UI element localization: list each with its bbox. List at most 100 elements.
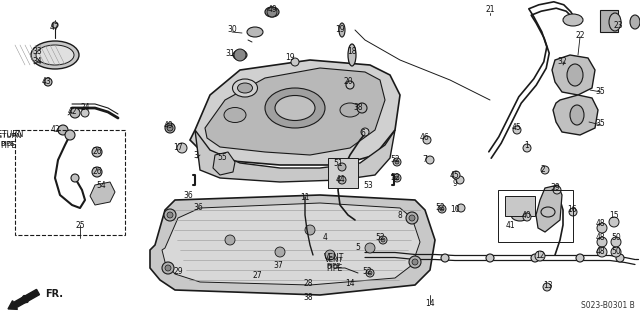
Text: 19: 19 (285, 53, 295, 62)
Text: 44: 44 (335, 175, 345, 184)
Circle shape (456, 176, 464, 184)
Circle shape (368, 271, 372, 275)
Ellipse shape (247, 27, 263, 37)
Text: 10: 10 (450, 205, 460, 214)
Text: S023-B0301 B: S023-B0301 B (581, 301, 635, 310)
Circle shape (531, 254, 539, 262)
Polygon shape (190, 60, 400, 165)
Circle shape (597, 223, 607, 233)
Text: 42: 42 (67, 108, 77, 116)
Ellipse shape (339, 23, 345, 37)
Text: 15: 15 (609, 211, 619, 219)
Text: RETURN
PIPE: RETURN PIPE (0, 133, 22, 146)
Circle shape (165, 265, 171, 271)
Text: 4: 4 (323, 234, 328, 242)
Text: 40: 40 (522, 211, 532, 219)
Text: 51: 51 (333, 160, 343, 168)
Circle shape (440, 207, 444, 211)
Circle shape (609, 217, 619, 227)
FancyArrowPatch shape (20, 293, 36, 302)
Circle shape (365, 243, 375, 253)
Text: 9: 9 (452, 179, 458, 188)
Polygon shape (90, 182, 115, 205)
Polygon shape (205, 68, 385, 155)
Text: 1: 1 (525, 142, 529, 151)
Text: 31: 31 (225, 48, 235, 57)
Ellipse shape (265, 7, 279, 17)
Circle shape (597, 237, 607, 247)
Circle shape (409, 256, 421, 268)
Circle shape (65, 130, 75, 140)
Text: 17: 17 (173, 144, 183, 152)
Circle shape (486, 254, 494, 262)
Text: 22: 22 (575, 32, 585, 41)
Text: 16: 16 (567, 205, 577, 214)
Circle shape (426, 156, 434, 164)
Circle shape (177, 143, 187, 153)
Ellipse shape (630, 15, 640, 29)
Ellipse shape (340, 103, 360, 117)
FancyArrow shape (8, 289, 40, 309)
Text: 26: 26 (92, 147, 102, 157)
Circle shape (44, 78, 52, 86)
Text: RETURN
PIPE: RETURN PIPE (0, 130, 24, 150)
Circle shape (395, 160, 399, 164)
Text: 3: 3 (193, 151, 198, 160)
Circle shape (535, 251, 545, 261)
Circle shape (395, 176, 399, 180)
Circle shape (52, 22, 58, 28)
Text: 8: 8 (397, 211, 403, 219)
Text: FR.: FR. (45, 289, 63, 299)
Text: 5: 5 (356, 243, 360, 253)
Circle shape (167, 125, 173, 131)
Circle shape (58, 125, 68, 135)
Text: 49: 49 (163, 122, 173, 130)
Circle shape (409, 215, 415, 221)
Circle shape (611, 237, 621, 247)
Circle shape (523, 144, 531, 152)
Polygon shape (150, 195, 435, 295)
Text: 37: 37 (273, 261, 283, 270)
Text: 52: 52 (362, 268, 372, 277)
Text: VENT
PIPE: VENT PIPE (324, 253, 344, 273)
Text: 47: 47 (49, 24, 59, 33)
Ellipse shape (265, 88, 325, 128)
Text: 52: 52 (390, 174, 400, 182)
Ellipse shape (346, 81, 354, 89)
Ellipse shape (570, 105, 584, 125)
Text: 12: 12 (535, 250, 545, 259)
Circle shape (361, 128, 369, 136)
Text: 52: 52 (390, 155, 400, 165)
Circle shape (58, 126, 66, 134)
Circle shape (165, 123, 175, 133)
Text: 35: 35 (595, 87, 605, 97)
Circle shape (393, 158, 401, 166)
Text: 49: 49 (267, 5, 277, 14)
Ellipse shape (232, 79, 257, 97)
Text: 6: 6 (360, 130, 365, 138)
Text: 30: 30 (227, 26, 237, 34)
Bar (505, 196, 535, 216)
Circle shape (275, 247, 285, 257)
Ellipse shape (609, 13, 621, 31)
Circle shape (305, 225, 315, 235)
Circle shape (523, 213, 531, 221)
Circle shape (81, 109, 89, 117)
Text: 42: 42 (50, 125, 60, 135)
Polygon shape (195, 130, 395, 182)
Ellipse shape (563, 14, 583, 26)
Circle shape (616, 254, 624, 262)
Text: 43: 43 (42, 77, 52, 85)
Circle shape (357, 103, 367, 113)
Circle shape (611, 247, 621, 257)
Circle shape (162, 262, 174, 274)
Bar (600, 10, 618, 32)
Circle shape (167, 212, 173, 218)
Text: 7: 7 (422, 155, 428, 165)
Circle shape (291, 58, 299, 66)
Circle shape (457, 204, 465, 212)
Text: 35: 35 (595, 120, 605, 129)
Text: 48: 48 (595, 248, 605, 256)
Circle shape (366, 269, 374, 277)
Text: 36: 36 (193, 204, 203, 212)
